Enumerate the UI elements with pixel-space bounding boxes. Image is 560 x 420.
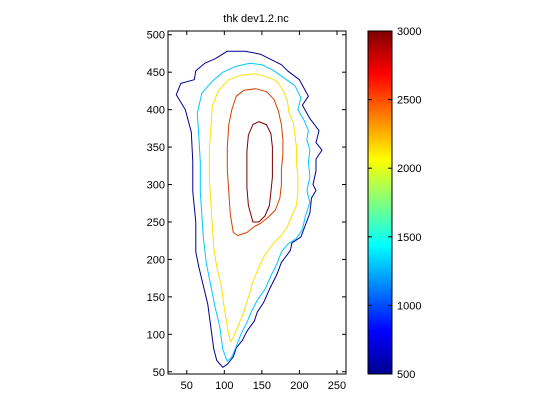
plot-frame [167, 30, 347, 375]
colorbar: 500 1000 1500 2000 2500 3000 [367, 26, 421, 381]
colorbar-frame [367, 30, 393, 375]
contour-line-1500 [196, 62, 311, 362]
x-tick-label: 150 [253, 380, 271, 392]
colorbar-tick-label: 2000 [397, 163, 421, 175]
contour-line-3000 [246, 121, 273, 223]
x-axis: 50 100 150 200 250 [181, 31, 346, 392]
y-tick-label: 500 [147, 30, 165, 42]
y-tick-label: 50 [153, 367, 165, 379]
y-tick-label: 400 [147, 105, 165, 117]
y-tick-label: 200 [147, 254, 165, 266]
plot-background [168, 31, 346, 374]
colorbar-tick-label: 3000 [397, 26, 421, 38]
contour-lines [175, 50, 323, 368]
y-tick-label: 350 [147, 142, 165, 154]
colorbar-tick-label: 2500 [397, 95, 421, 107]
x-tick-label: 100 [215, 380, 233, 392]
contour-line-2500 [226, 88, 284, 236]
colorbar-tick-label: 1500 [397, 232, 421, 244]
x-tick-label: 200 [290, 380, 308, 392]
colorbar-tick-label: 1000 [397, 300, 421, 312]
y-tick-label: 300 [147, 180, 165, 192]
colorbar-ticks: 500 1000 1500 2000 2500 3000 [368, 26, 421, 381]
chart-title: thk dev1.2.nc [223, 13, 289, 25]
y-tick-label: 450 [147, 67, 165, 79]
plot-area: 50 100 150 200 250 50 100 150 200 250 300 350 400 45… [147, 30, 347, 392]
y-tick-label: 250 [147, 217, 165, 229]
x-tick-label: 50 [181, 380, 193, 392]
x-tick-label: 250 [328, 380, 346, 392]
y-tick-label: 150 [147, 292, 165, 304]
contour-line-500 [175, 50, 323, 368]
colorbar-tick-label: 500 [397, 369, 415, 381]
y-tick-label: 100 [147, 329, 165, 341]
contour-line-2000 [208, 73, 299, 343]
y-axis: 50 100 150 200 250 300 350 400 450 500 [147, 30, 346, 379]
colorbar-gradient [368, 31, 392, 374]
